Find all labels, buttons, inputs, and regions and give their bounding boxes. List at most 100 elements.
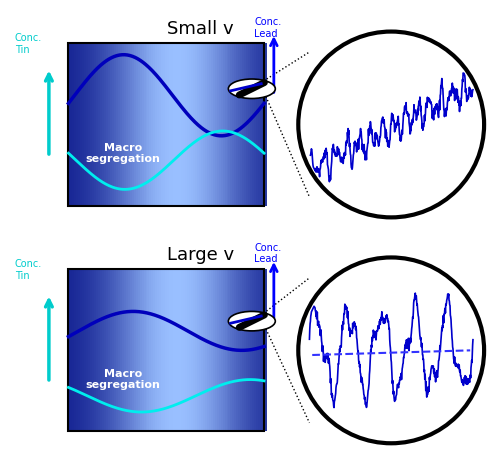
Bar [240, 269, 243, 431]
Bar [234, 43, 236, 206]
Bar [167, 43, 169, 206]
Bar [184, 43, 187, 206]
Bar [234, 269, 236, 431]
Bar [141, 269, 143, 431]
Text: Conc.
Tin: Conc. Tin [15, 33, 42, 55]
Ellipse shape [298, 257, 483, 443]
Bar [250, 43, 252, 206]
Bar [123, 269, 126, 431]
Bar [195, 43, 197, 206]
Bar [106, 269, 108, 431]
Bar [129, 43, 132, 206]
Bar [238, 43, 240, 206]
Bar [262, 43, 264, 206]
Bar [210, 43, 213, 206]
Bar [246, 43, 248, 206]
Bar [226, 269, 228, 431]
Bar [74, 43, 77, 206]
Bar [151, 43, 154, 206]
Bar [145, 269, 148, 431]
Bar [120, 43, 122, 206]
Bar [214, 269, 217, 431]
Bar [155, 43, 158, 206]
Bar [165, 43, 167, 206]
Bar [260, 269, 262, 431]
Bar [210, 269, 213, 431]
Bar [216, 269, 219, 431]
Bar [191, 43, 193, 206]
Bar [186, 269, 189, 431]
Bar [155, 269, 158, 431]
Bar [163, 43, 165, 206]
Bar [94, 43, 97, 206]
Bar [112, 269, 114, 431]
Bar [149, 269, 152, 431]
Bar [78, 269, 81, 431]
Bar [250, 269, 252, 431]
Bar [122, 43, 124, 206]
Bar [68, 43, 71, 206]
Bar [254, 43, 256, 206]
Bar [181, 43, 183, 206]
Bar [116, 269, 118, 431]
Bar [98, 269, 101, 431]
Bar [177, 269, 179, 431]
Bar [131, 269, 134, 431]
Bar [238, 269, 240, 431]
Bar [228, 43, 230, 206]
Bar [131, 43, 134, 206]
Bar [181, 269, 183, 431]
Text: Small v: Small v [167, 20, 233, 38]
Bar [201, 269, 203, 431]
Bar [193, 43, 195, 206]
Bar [240, 43, 243, 206]
Bar [96, 43, 99, 206]
Bar [171, 43, 173, 206]
Bar [228, 269, 230, 431]
Bar [108, 43, 110, 206]
Text: Conc.
Tin: Conc. Tin [15, 259, 42, 281]
Bar [203, 269, 205, 431]
Text: Conc.
Lead: Conc. Lead [254, 17, 281, 39]
Bar [208, 269, 211, 431]
Bar [256, 43, 258, 206]
Bar [68, 269, 71, 431]
Bar [153, 43, 156, 206]
Bar [92, 269, 94, 431]
Text: Micro
segregation: Micro segregation [365, 372, 435, 394]
Bar [199, 269, 201, 431]
Bar [108, 269, 110, 431]
Ellipse shape [298, 31, 483, 218]
Bar [197, 43, 199, 206]
Bar [244, 269, 246, 431]
Bar [139, 43, 142, 206]
Bar [216, 43, 219, 206]
Bar [100, 43, 102, 206]
Bar [167, 269, 169, 431]
Bar [74, 269, 77, 431]
Text: Conc.
Lead: Conc. Lead [254, 243, 281, 265]
Bar [248, 269, 250, 431]
Bar [118, 269, 120, 431]
Bar [175, 43, 177, 206]
Bar [90, 269, 92, 431]
Bar [86, 269, 88, 431]
Bar [149, 43, 152, 206]
Bar [177, 43, 179, 206]
Bar [184, 269, 187, 431]
Bar [226, 43, 228, 206]
Bar [127, 269, 130, 431]
Bar [262, 269, 264, 431]
Bar [252, 43, 254, 206]
Bar [204, 43, 207, 206]
Bar [102, 43, 104, 206]
Bar [88, 269, 90, 431]
Bar [214, 43, 217, 206]
Bar [157, 43, 160, 206]
Bar [104, 43, 106, 206]
Bar [88, 43, 90, 206]
Bar [230, 269, 232, 431]
Bar [147, 43, 150, 206]
Bar [236, 269, 238, 431]
Bar [135, 269, 138, 431]
